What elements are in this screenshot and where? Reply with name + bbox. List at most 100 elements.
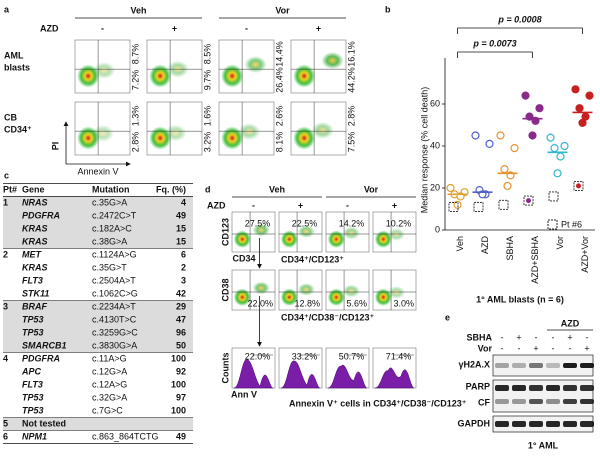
gene: TP53 bbox=[22, 314, 44, 324]
group-label: Veh bbox=[130, 5, 146, 15]
axis-label: PI bbox=[50, 142, 60, 151]
point bbox=[553, 169, 562, 178]
patient-6-point bbox=[523, 195, 534, 206]
sign: + bbox=[392, 200, 397, 210]
patient-id: 2 bbox=[3, 249, 8, 259]
mutation: c.12A>G bbox=[92, 379, 127, 389]
blot-footnote: 1° AML bbox=[528, 440, 559, 450]
quadrant-percent: 8.5% bbox=[202, 44, 212, 65]
sign: - bbox=[245, 23, 248, 33]
cell-population bbox=[280, 288, 298, 307]
mutation: c.863_864TCTG bbox=[92, 431, 159, 441]
axis-label: CD123 bbox=[220, 218, 230, 246]
mutation: c.11A>G bbox=[92, 353, 127, 363]
group-label: Veh bbox=[269, 184, 285, 194]
axis-label: Ann V bbox=[231, 389, 257, 399]
band bbox=[512, 363, 526, 368]
frequency: 42 bbox=[176, 288, 186, 298]
patient-id: 5 bbox=[3, 418, 8, 428]
gate-percent: 33.2% bbox=[292, 351, 318, 361]
band bbox=[580, 399, 594, 404]
cell-population bbox=[164, 124, 187, 142]
gene: MET bbox=[22, 249, 43, 259]
cell-population bbox=[93, 61, 116, 79]
histogram bbox=[233, 359, 274, 389]
group-label: Vor bbox=[364, 184, 379, 194]
y-tick-label: 40 bbox=[430, 140, 440, 150]
cell-population bbox=[244, 56, 267, 73]
y-tick-label: 60 bbox=[430, 98, 440, 108]
cell-population bbox=[311, 121, 334, 139]
band bbox=[529, 399, 543, 404]
gate-percent: 22.0% bbox=[245, 351, 271, 361]
row-shade bbox=[3, 235, 193, 249]
gate-percent: 22.5% bbox=[292, 218, 318, 228]
legend-square bbox=[547, 219, 558, 230]
x-tick-label: Veh bbox=[455, 236, 465, 252]
gene: NPM1 bbox=[22, 431, 47, 441]
sign: + bbox=[298, 200, 303, 210]
point bbox=[550, 144, 559, 153]
quadrant-percent: 14.4% bbox=[274, 41, 284, 67]
row-label: CB bbox=[4, 112, 17, 122]
row-shade bbox=[3, 196, 193, 210]
frequency: 50 bbox=[176, 340, 186, 350]
frequency: 15 bbox=[176, 223, 186, 233]
gene: PDGFRA bbox=[22, 353, 60, 363]
cell-population bbox=[374, 288, 392, 307]
x-tick-label: AZD bbox=[480, 235, 490, 254]
mutation: c.1124A>G bbox=[92, 249, 137, 259]
band bbox=[563, 399, 577, 404]
sign: - bbox=[252, 200, 255, 210]
sign: - bbox=[346, 200, 349, 210]
x-tick-label: Vor bbox=[555, 236, 565, 250]
band bbox=[529, 385, 543, 391]
gene: NRAS bbox=[22, 197, 48, 207]
frequency: 100 bbox=[171, 353, 186, 363]
point bbox=[535, 104, 544, 113]
cell-population bbox=[252, 281, 270, 295]
row-shade bbox=[3, 417, 193, 431]
sign: - bbox=[535, 332, 538, 342]
mutation: c.32G>A bbox=[92, 392, 127, 402]
cell-population bbox=[221, 64, 244, 88]
gate-percent: 5.6% bbox=[346, 298, 367, 308]
cell-population bbox=[149, 64, 172, 88]
frequency: 96 bbox=[176, 327, 186, 337]
row-label: CD34⁺ bbox=[4, 124, 32, 134]
frequency: 100 bbox=[171, 379, 186, 389]
sign: - bbox=[101, 23, 104, 33]
band bbox=[580, 363, 594, 368]
axis-label: CD34 bbox=[232, 253, 255, 263]
frequency: 49 bbox=[176, 210, 186, 220]
p-value: p = 0.0008 bbox=[497, 14, 541, 24]
cell-population bbox=[221, 126, 244, 150]
blot-label: CF bbox=[478, 397, 490, 407]
point bbox=[496, 131, 505, 140]
y-tick-label: 0 bbox=[435, 224, 440, 234]
gene: PDGFRA bbox=[22, 210, 60, 220]
band bbox=[495, 399, 509, 404]
band bbox=[512, 399, 526, 404]
x-tick-label: AZD+Vor bbox=[580, 236, 590, 273]
table-header: Pt# bbox=[3, 184, 17, 194]
patient-note: Pt #6 bbox=[561, 219, 582, 229]
row-shade bbox=[3, 313, 193, 327]
mutation: c.3259G>C bbox=[92, 327, 138, 337]
point bbox=[578, 118, 587, 128]
frequency: 29 bbox=[176, 301, 186, 311]
patient-6-point bbox=[448, 201, 459, 212]
mutation: c.4130T>C bbox=[92, 314, 137, 324]
cell-population bbox=[233, 230, 251, 248]
table-header: Fq. (%) bbox=[156, 184, 186, 194]
point bbox=[585, 91, 594, 100]
row-shade bbox=[3, 209, 193, 223]
mutation: c.12G>A bbox=[92, 366, 127, 376]
patient-6-point bbox=[573, 180, 584, 191]
mutation: c.38G>A bbox=[92, 236, 127, 246]
gate-percent: 22.0% bbox=[247, 298, 273, 308]
point bbox=[560, 141, 569, 151]
cell-population bbox=[321, 52, 344, 70]
histogram bbox=[327, 364, 368, 389]
